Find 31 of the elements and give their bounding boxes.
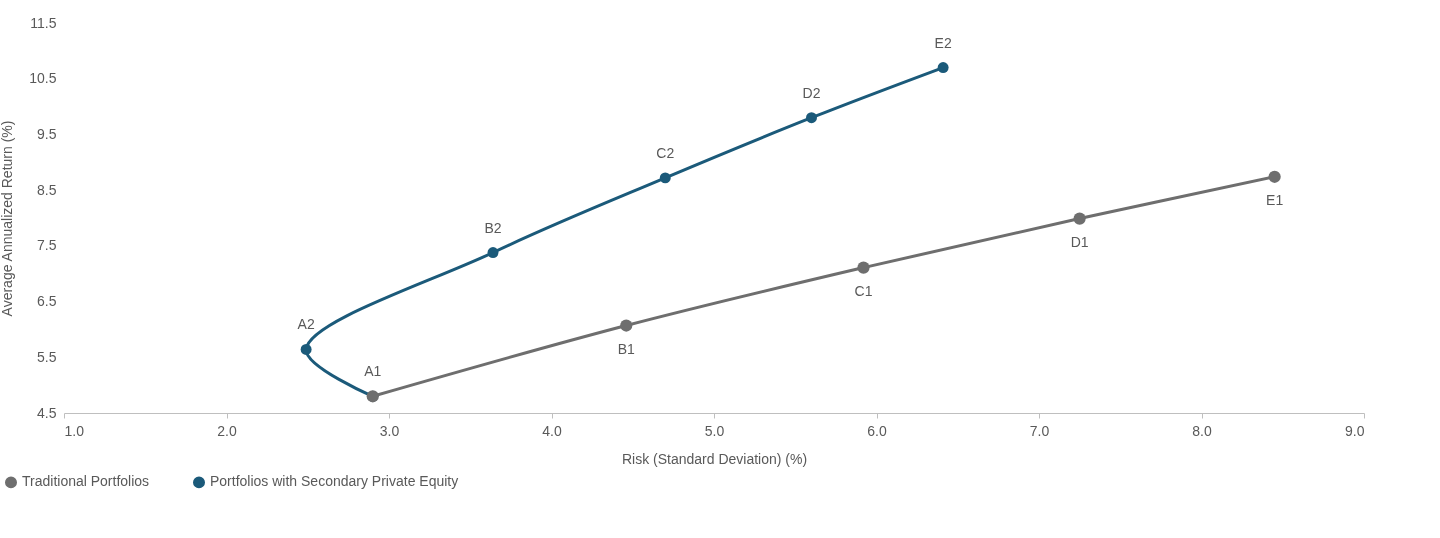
x-tick-label: 9.0	[1345, 422, 1365, 439]
x-axis-title: Risk (Standard Deviation) (%)	[621, 450, 808, 467]
annotation: E2	[934, 34, 952, 51]
annotation: D1	[1070, 233, 1089, 250]
y-tick-label: 6.5	[37, 293, 57, 310]
legend-label: Traditional Portfolios	[22, 473, 150, 490]
y-tick-label: 4.5	[37, 404, 57, 421]
legend-label: Portfolios with Secondary Private Equity	[210, 473, 459, 490]
annotation: A2	[297, 316, 315, 333]
annotation: B1	[617, 340, 636, 357]
y-tick-label: 9.5	[37, 125, 57, 142]
annotation: D2	[802, 84, 821, 101]
y-tick-label: 10.5	[29, 70, 57, 87]
annotation: C2	[656, 144, 675, 161]
annotation: A1	[364, 363, 382, 380]
x-tick-label: 4.0	[542, 422, 562, 439]
y-tick-label: 8.5	[37, 181, 57, 198]
x-tick-label: 2.0	[217, 422, 237, 439]
annotation: E1	[1266, 191, 1284, 208]
x-tick-label: 7.0	[1029, 422, 1050, 439]
y-tick-label: 7.5	[37, 237, 57, 254]
y-tick-label: 5.5	[37, 348, 57, 365]
x-tick-label: 3.0	[379, 422, 400, 439]
annotation: B2	[484, 219, 502, 236]
y-tick-label: 11.5	[30, 14, 57, 31]
x-tick-label: 8.0	[1192, 422, 1212, 439]
annotation: C1	[854, 282, 873, 299]
x-tick-label: 1.0	[64, 422, 85, 439]
x-tick-label: 5.0	[704, 422, 725, 439]
y-axis-title: Average Annualized Return (%)	[0, 120, 16, 317]
x-tick-label: 6.0	[867, 422, 887, 439]
